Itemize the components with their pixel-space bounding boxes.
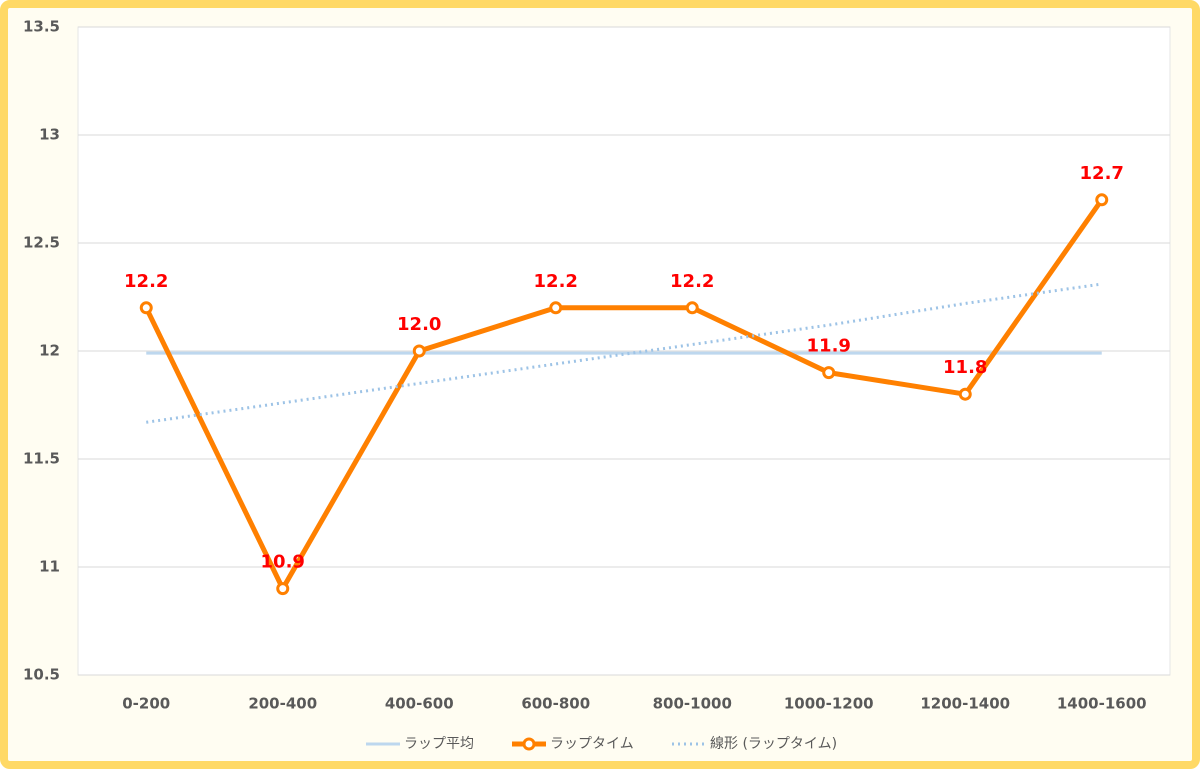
point (412, 344, 426, 358)
legend-label: 線形 (ラップタイム) (710, 736, 837, 752)
x-tick-label: 600-800 (521, 695, 590, 713)
data-label: 10.9 (261, 552, 305, 573)
x-tick-label: 200-400 (248, 695, 317, 713)
point (139, 301, 153, 315)
x-tick-label: 400-600 (385, 695, 454, 713)
legend-marker (522, 737, 536, 751)
series-line (144, 198, 1104, 592)
point (549, 301, 563, 315)
y-tick-label: 11 (39, 558, 60, 576)
y-tick-label: 13 (39, 126, 60, 144)
data-label: 12.2 (534, 271, 578, 292)
legend-label: ラップ平均 (404, 736, 474, 752)
y-tick-label: 10.5 (23, 666, 60, 684)
data-label: 11.8 (943, 357, 987, 378)
x-tick-label: 1200-1400 (920, 695, 1010, 713)
x-tick-label: 0-200 (122, 695, 170, 713)
point (958, 387, 972, 401)
y-tick-label: 12.5 (23, 234, 60, 252)
point (822, 366, 836, 380)
point (685, 301, 699, 315)
data-label: 12.0 (397, 314, 441, 335)
point (276, 582, 290, 596)
y-tick-label: 13.5 (23, 18, 60, 36)
x-tick-label: 1400-1600 (1057, 695, 1147, 713)
series-line (146, 282, 1102, 424)
x-tick-label: 1000-1200 (784, 695, 874, 713)
y-tick-label: 12 (39, 342, 60, 360)
legend-label: ラップタイム (550, 736, 634, 752)
data-label: 12.7 (1080, 163, 1124, 184)
data-label: 12.2 (124, 271, 168, 292)
data-label: 11.9 (807, 336, 851, 357)
x-tick-label: 800-1000 (653, 695, 732, 713)
point (1095, 193, 1109, 207)
y-tick-label: 11.5 (23, 450, 60, 468)
data-label: 12.2 (670, 271, 714, 292)
